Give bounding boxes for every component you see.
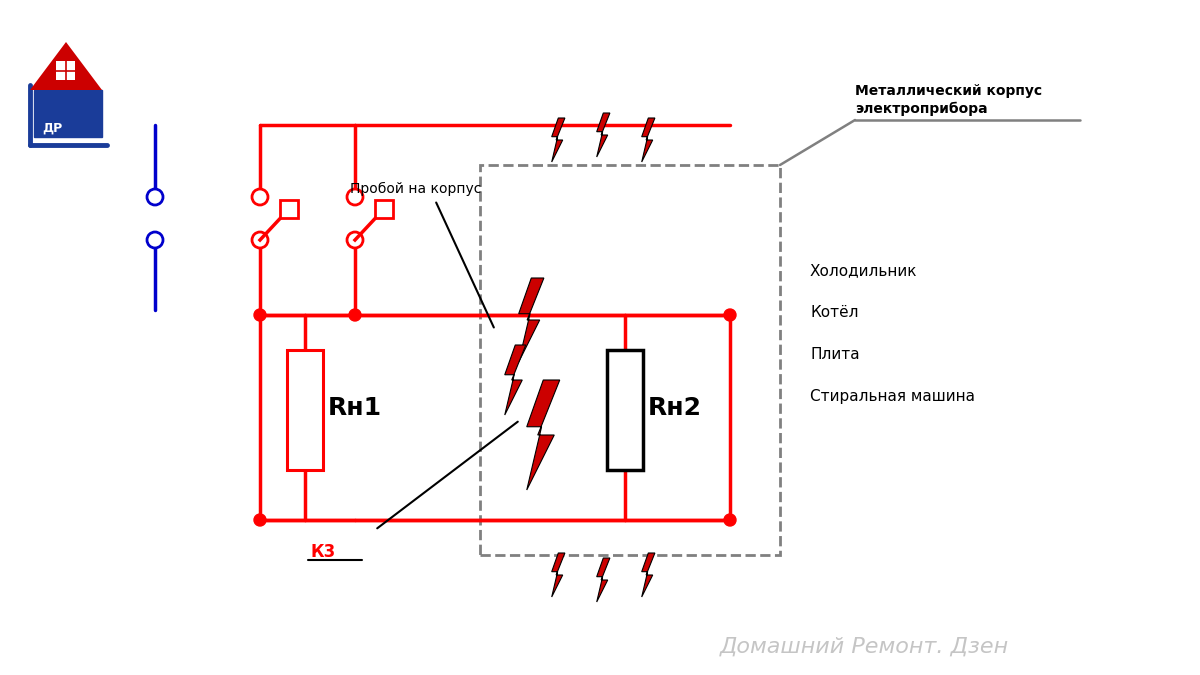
Polygon shape [527, 380, 559, 490]
Text: Плита: Плита [810, 347, 859, 362]
Polygon shape [30, 42, 102, 90]
Text: ДР: ДР [42, 122, 62, 135]
Bar [280, 200, 298, 218]
Text: Rн1: Rн1 [328, 396, 382, 420]
Text: Домашний Ремонт. Дзен: Домашний Ремонт. Дзен [720, 637, 1009, 657]
Bar [34, 90, 102, 137]
Circle shape [724, 514, 736, 526]
Bar [287, 350, 323, 470]
Polygon shape [518, 278, 544, 362]
Polygon shape [552, 118, 565, 162]
Bar [56, 61, 74, 80]
Circle shape [148, 232, 163, 248]
Circle shape [254, 309, 266, 321]
Text: К3: К3 [310, 543, 335, 561]
Text: Холодильник: Холодильник [810, 263, 918, 278]
Text: Rн2: Rн2 [648, 396, 702, 420]
Circle shape [347, 232, 364, 248]
Circle shape [252, 189, 268, 205]
Circle shape [254, 514, 266, 526]
Circle shape [148, 189, 163, 205]
Circle shape [724, 309, 736, 321]
Circle shape [252, 232, 268, 248]
Circle shape [347, 189, 364, 205]
Text: Котёл: Котёл [810, 305, 858, 320]
Bar [607, 350, 643, 470]
Polygon shape [505, 345, 526, 415]
Polygon shape [596, 558, 610, 602]
Bar [480, 165, 780, 555]
Polygon shape [596, 113, 610, 157]
Polygon shape [642, 553, 655, 597]
Text: Стиральная машина: Стиральная машина [810, 389, 974, 404]
Circle shape [349, 309, 361, 321]
Text: Металлический корпус
электроприбора: Металлический корпус электроприбора [856, 84, 1042, 116]
Polygon shape [642, 118, 655, 162]
Polygon shape [552, 553, 565, 597]
Text: Пробой на корпус: Пробой на корпус [350, 182, 481, 196]
Bar [374, 200, 394, 218]
